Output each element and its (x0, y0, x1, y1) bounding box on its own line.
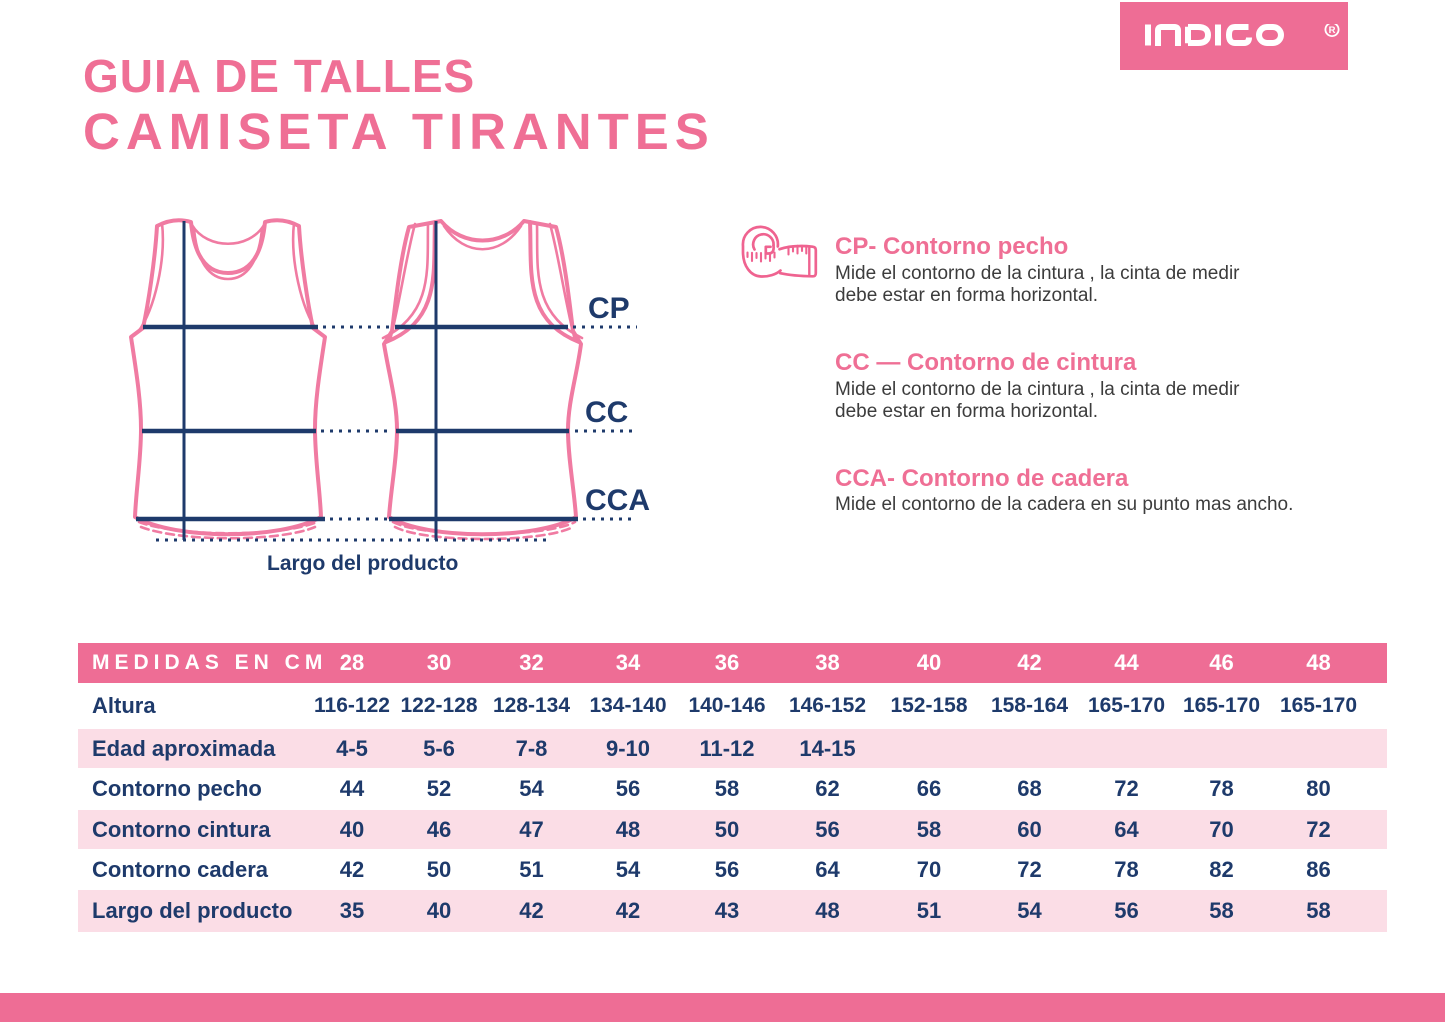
svg-text:CCA: CCA (585, 484, 650, 517)
svg-text:CP: CP (588, 292, 630, 325)
svg-text:CC: CC (585, 396, 628, 429)
svg-text:R: R (1329, 25, 1336, 36)
svg-text:Largo del producto: Largo del producto (267, 552, 458, 575)
